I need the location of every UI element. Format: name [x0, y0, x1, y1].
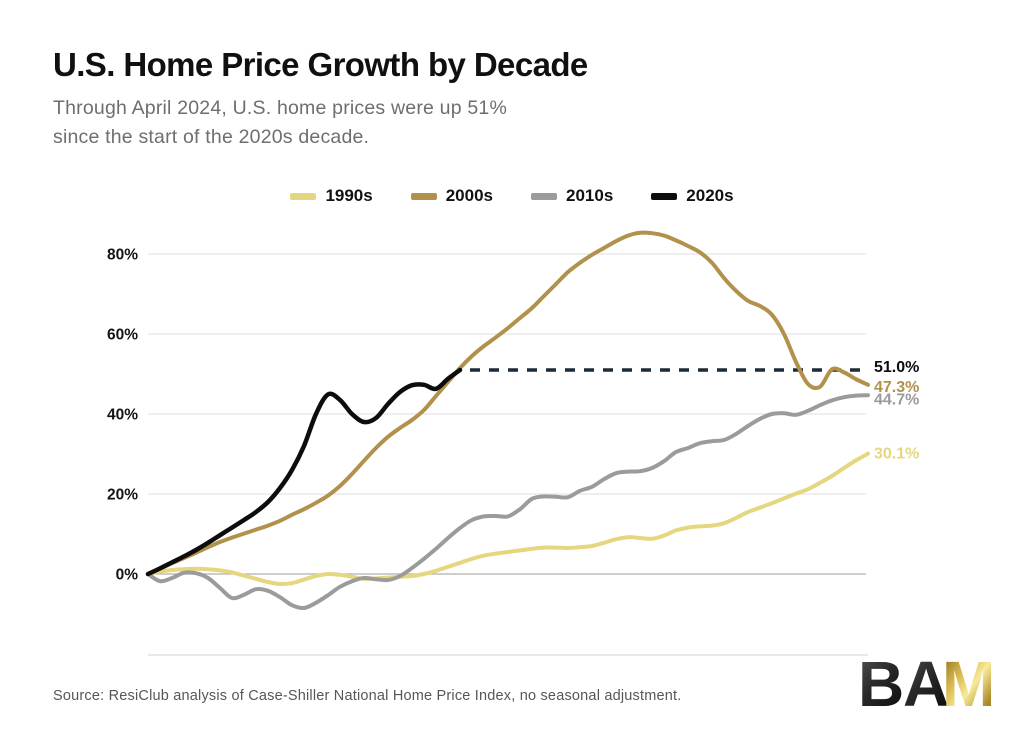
legend-swatch-1990s: [290, 192, 317, 200]
y-tick-label: 20%: [107, 487, 138, 504]
legend-swatch-2000s: [410, 192, 437, 200]
series-end-label-2020s: 51.0%: [874, 359, 919, 376]
legend-item-2010s: 2010s: [531, 186, 613, 206]
series-2000s-line: [146, 230, 870, 576]
y-tick-label: 80%: [107, 247, 138, 264]
chart-title: U.S. Home Price Growth by Decade: [53, 46, 588, 83]
legend-label-2010s: 2010s: [566, 186, 614, 205]
legend-label-2020s: 2020s: [686, 186, 734, 205]
legend-label-2000s: 2000s: [445, 186, 493, 205]
series-end-label-2000s: 47.3%: [874, 379, 919, 396]
series-end-label-2010s: 44.7%: [874, 392, 919, 409]
logo-letter-a: A: [903, 652, 949, 720]
legend-item-2020s: 2020s: [651, 186, 734, 206]
legend-item-1990s: 1990s: [290, 186, 373, 206]
bam-logo: B A M: [858, 652, 995, 720]
chart-subtitle-line2: since the start of the 2020s decade.: [53, 125, 370, 148]
chart-subtitle-line1: Through April 2024, U.S. home prices wer…: [53, 97, 508, 119]
decade-line-chart: 0% 20% 40% 60% 80% 30.1% 47.3%44.7% 51.0%: [107, 230, 919, 656]
source-note: Source: ResiClub analysis of Case-Shille…: [53, 688, 682, 704]
series-1990s-line: [146, 451, 870, 587]
series-end-label-1990s: 30.1%: [874, 446, 919, 463]
logo-letter-m: M: [942, 652, 995, 720]
legend-label-1990s: 1990s: [325, 186, 373, 205]
chart-legend: 1990s 2000s 2010s 2020s: [0, 186, 1024, 206]
logo-letter-b: B: [858, 652, 904, 720]
series-2020s-line: [145, 367, 463, 577]
legend-swatch-2010s: [531, 192, 557, 200]
legend-item-2000s: 2000s: [410, 186, 493, 206]
y-tick-label: 40%: [107, 407, 138, 424]
legend-swatch-2020s: [651, 192, 678, 200]
y-tick-label: 0%: [116, 567, 139, 584]
series-2010s-line: [146, 393, 870, 611]
y-tick-label: 60%: [107, 327, 138, 344]
chart-subtitle: Through April 2024, U.S. home prices wer…: [53, 94, 507, 151]
